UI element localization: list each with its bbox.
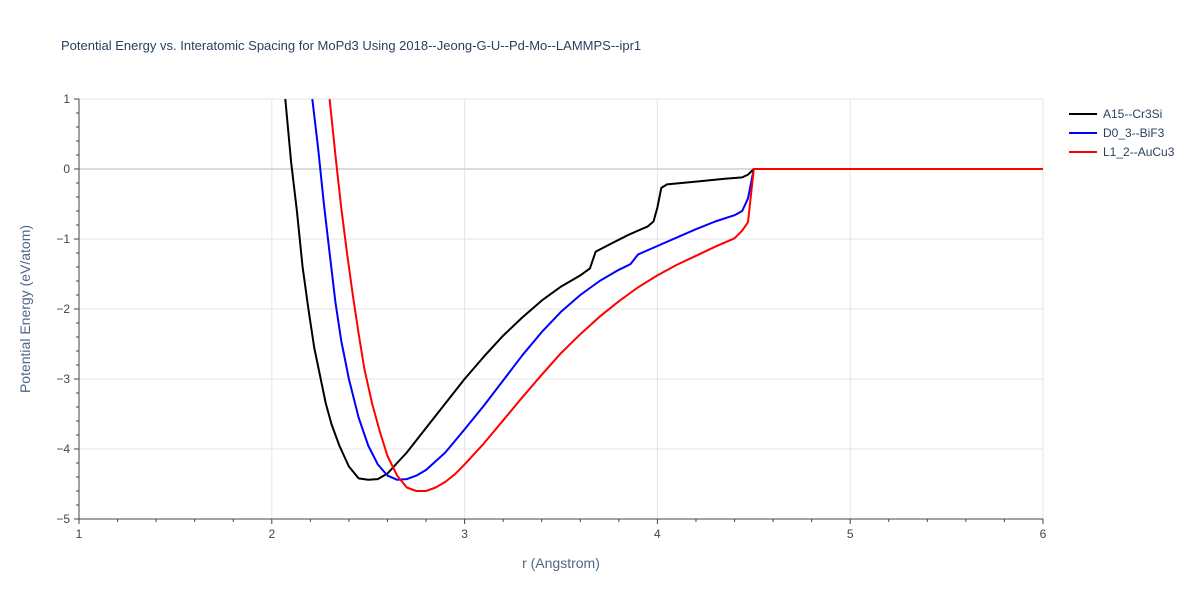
y-tick-label: −5 bbox=[56, 512, 70, 526]
x-tick-label: 6 bbox=[1040, 527, 1047, 541]
y-tick-label: −3 bbox=[56, 372, 70, 386]
x-tick-label: 4 bbox=[654, 527, 661, 541]
x-axis-title: r (Angstrom) bbox=[522, 555, 600, 571]
x-tick-label: 5 bbox=[847, 527, 854, 541]
y-tick-label: −4 bbox=[56, 442, 70, 456]
series-line-2 bbox=[328, 99, 1043, 492]
x-tick-label: 3 bbox=[461, 527, 468, 541]
x-tick-label: 2 bbox=[268, 527, 275, 541]
axes-layer: 1 2 3 4 5 6 1 0 −1 −2 −3 −4 −5 bbox=[56, 92, 1046, 541]
series-layer bbox=[284, 99, 1043, 492]
legend-label: A15--Cr3Si bbox=[1103, 107, 1162, 121]
x-tick-label: 1 bbox=[76, 527, 83, 541]
legend-label: D0_3--BiF3 bbox=[1103, 126, 1165, 140]
series-line-0 bbox=[284, 99, 1043, 481]
y-tick-label: 1 bbox=[63, 92, 70, 106]
y-axis-title: Potential Energy (eV/atom) bbox=[17, 225, 33, 393]
legend-label: L1_2--AuCu3 bbox=[1103, 145, 1175, 159]
y-tick-label: −2 bbox=[56, 302, 70, 316]
y-tick-label: 0 bbox=[63, 162, 70, 176]
y-tick-label: −1 bbox=[56, 232, 70, 246]
grid-layer bbox=[79, 98, 1044, 519]
legend: A15--Cr3Si D0_3--BiF3 L1_2--AuCu3 bbox=[1069, 107, 1175, 159]
chart-title: Potential Energy vs. Interatomic Spacing… bbox=[61, 38, 641, 53]
series-line-1 bbox=[311, 99, 1043, 481]
